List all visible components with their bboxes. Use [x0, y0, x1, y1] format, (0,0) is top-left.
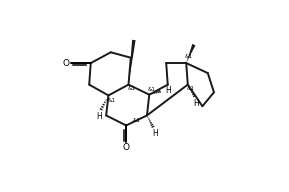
Polygon shape	[186, 44, 196, 63]
Text: H: H	[96, 112, 102, 121]
Text: H: H	[193, 98, 199, 108]
Text: &1: &1	[132, 118, 140, 122]
Text: H: H	[165, 86, 171, 95]
Text: &1: &1	[185, 54, 192, 59]
Text: O: O	[123, 143, 130, 152]
Text: &1: &1	[148, 87, 155, 92]
Text: &1: &1	[128, 86, 136, 91]
Text: H: H	[152, 129, 158, 138]
Polygon shape	[129, 40, 136, 85]
Text: &1: &1	[187, 86, 195, 91]
Text: &1: &1	[108, 98, 116, 103]
Text: O: O	[63, 59, 70, 68]
